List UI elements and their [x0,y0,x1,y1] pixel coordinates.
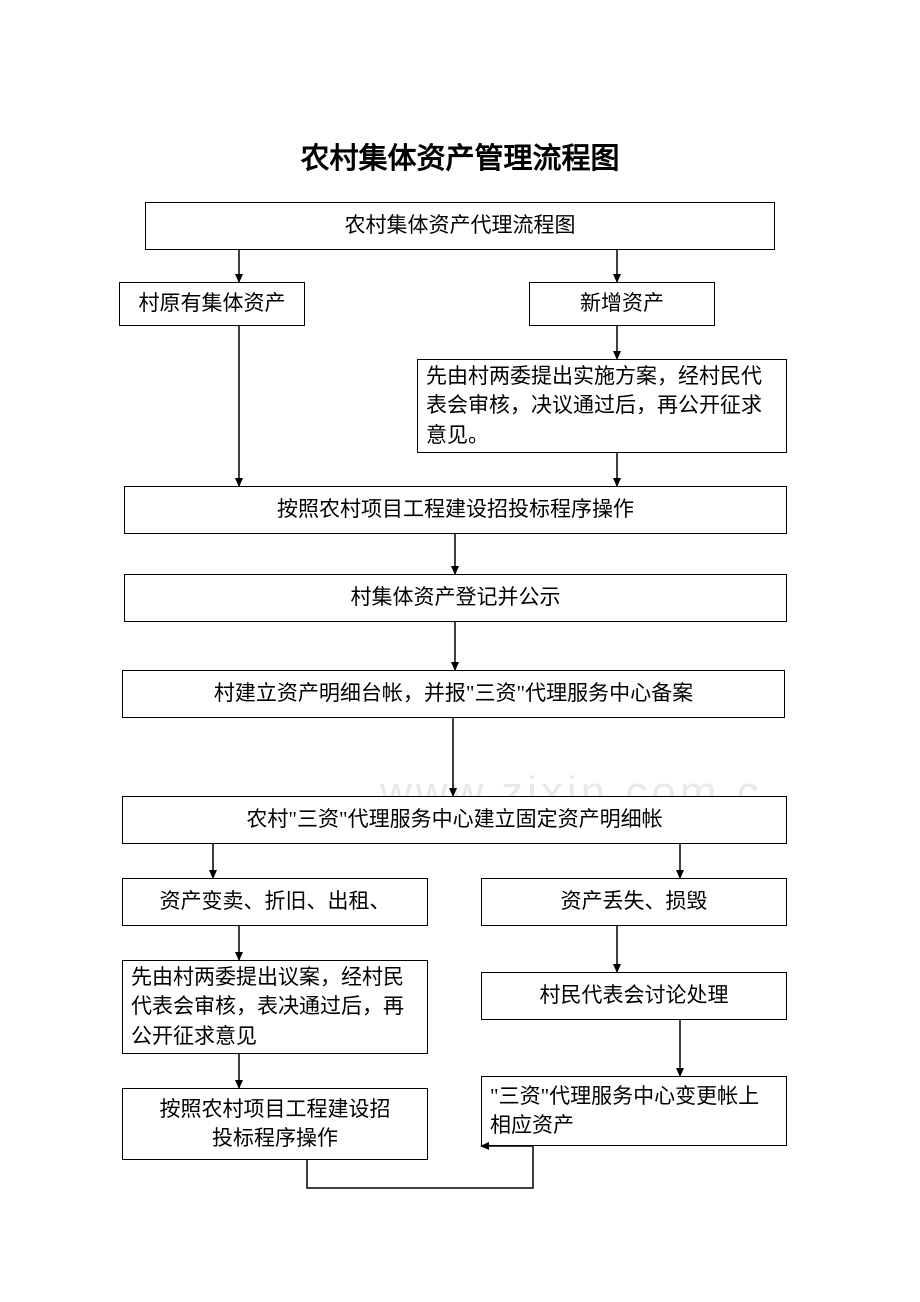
flowchart-node-n3: 新增资产 [529,282,715,326]
flowchart-node-n12: 村民代表会讨论处理 [481,972,787,1020]
flowchart-node-n1: 农村集体资产代理流程图 [145,202,775,250]
flowchart-node-n7: 村建立资产明细台帐，并报"三资"代理服务中心备案 [122,670,785,718]
page-title: 农村集体资产管理流程图 [0,135,920,177]
flowchart-node-n11: 先由村两委提出议案，经村民代表会审核，表决通过后，再公开征求意见 [122,960,428,1054]
flowchart-node-n4: 先由村两委提出实施方案，经村民代表会审核，决议通过后，再公开征求意见。 [417,359,787,453]
flowchart-node-n9: 资产变卖、折旧、出租、 [122,878,428,926]
flowchart-node-n8: 农村"三资"代理服务中心建立固定资产明细帐 [122,796,787,844]
flowchart-node-n13: 按照农村项目工程建设招投标程序操作 [122,1088,428,1160]
flowchart-node-n6: 村集体资产登记并公示 [124,574,787,622]
flowchart-node-n2: 村原有集体资产 [119,282,305,326]
flowchart-node-n14: "三资"代理服务中心变更帐上相应资产 [481,1076,787,1146]
flowchart-node-n5: 按照农村项目工程建设招投标程序操作 [124,486,787,534]
flowchart-node-n10: 资产丢失、损毁 [481,878,787,926]
